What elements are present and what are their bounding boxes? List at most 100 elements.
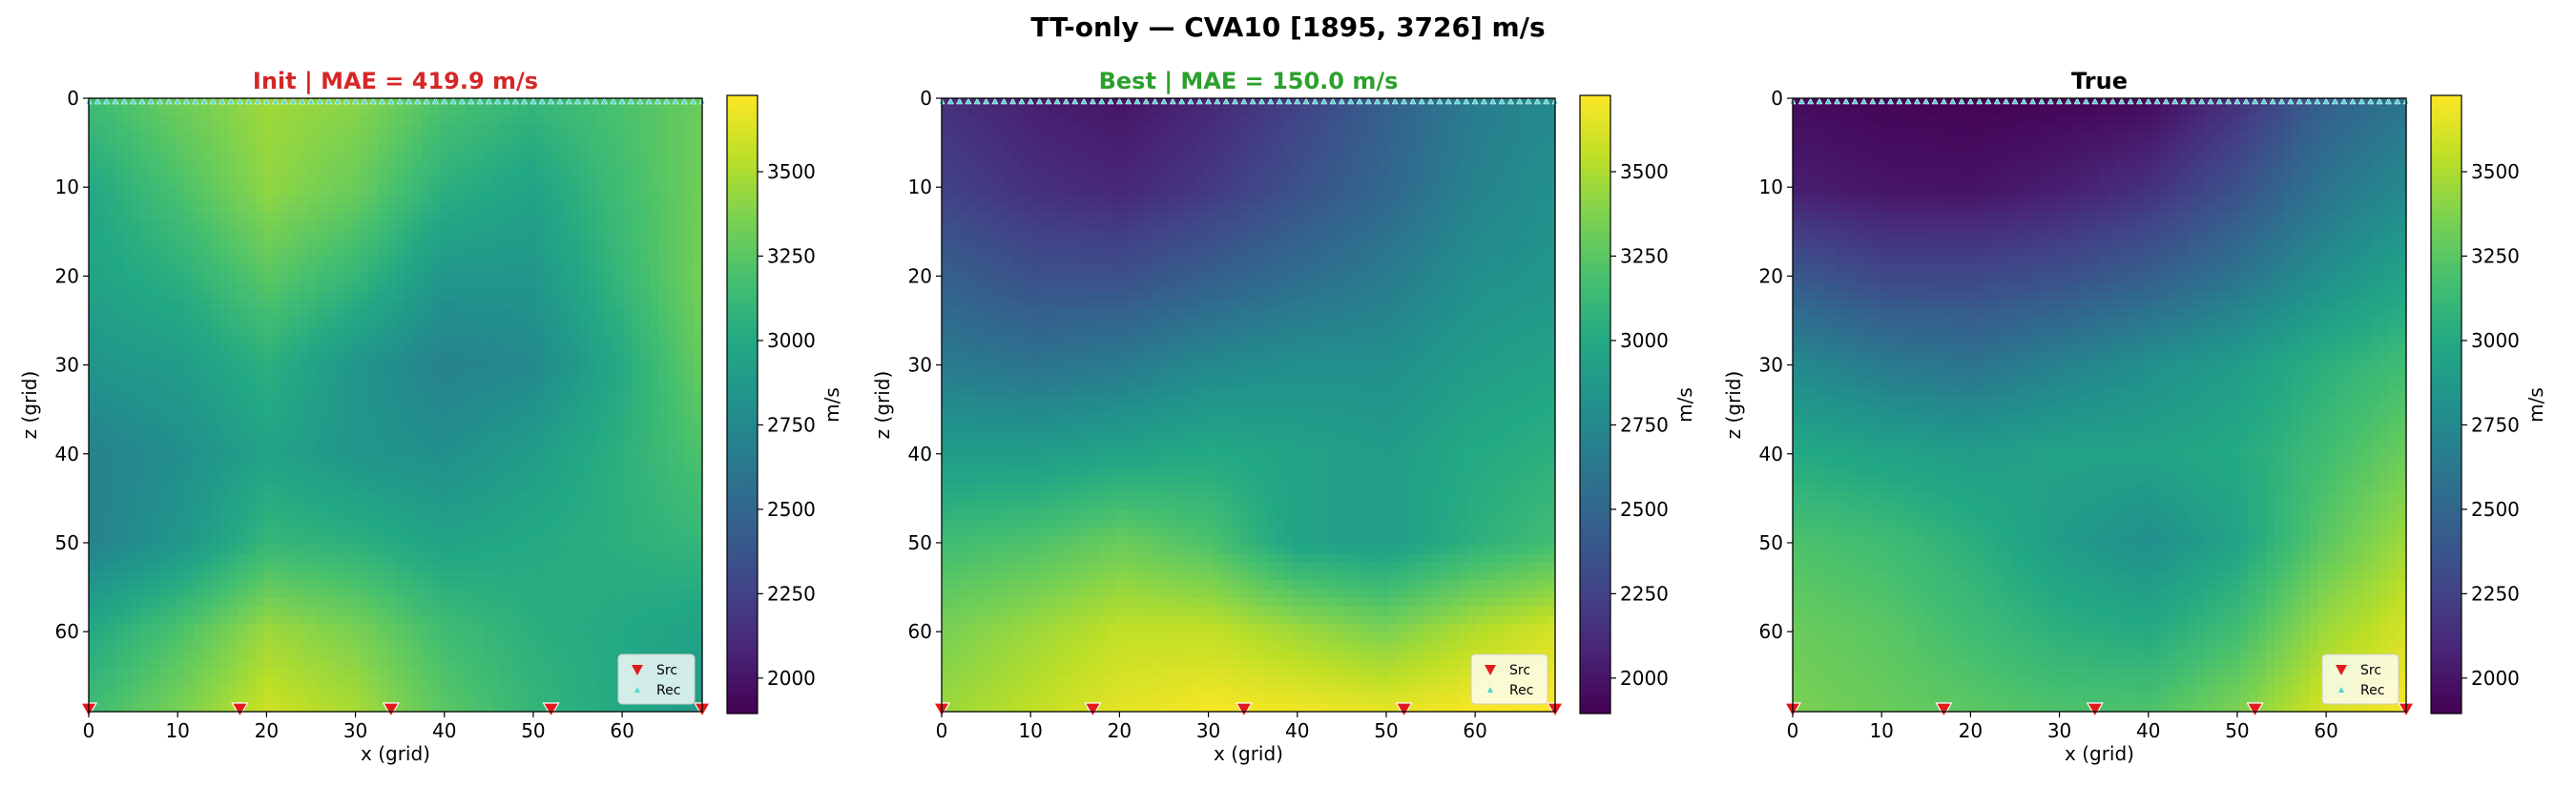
heatmap-cell [176,159,186,170]
heatmap-cell [211,212,221,222]
heatmap-cell [325,685,335,695]
heatmap-cell [316,509,326,520]
heatmap-cell [211,256,221,266]
heatmap-cell [439,133,449,143]
heatmap-cell [132,396,142,406]
heatmap-cell [474,273,484,283]
heatmap-cell [211,676,221,687]
heatmap-cell [640,300,651,310]
heatmap-cell [176,264,186,275]
heatmap-cell [439,492,449,503]
heatmap-cell [693,335,703,344]
heatmap-cell [667,413,677,424]
heatmap-cell [693,422,703,432]
heatmap-cell [447,484,458,493]
heatmap-cell [351,650,362,660]
heatmap-cell [290,528,301,537]
heatmap-cell [132,133,142,143]
heatmap-cell [299,396,309,406]
heatmap-cell [571,308,580,319]
heatmap-cell [378,387,387,397]
heatmap-cell [281,694,291,704]
heatmap-cell [430,352,441,362]
heatmap-cell [360,124,370,135]
heatmap-cell [176,378,186,388]
heatmap-cell [491,264,502,275]
heatmap-cell [500,606,510,616]
heatmap-cell [614,387,624,397]
heatmap-cell [202,185,213,196]
heatmap-cell [693,492,703,503]
heatmap-cell [491,378,502,388]
heatmap-cell [351,685,362,695]
receiver-marker [343,97,350,105]
heatmap-cell [693,195,703,204]
heatmap-cell [667,361,677,371]
y-tick-label: 0 [67,87,79,110]
heatmap-cell [571,492,580,503]
heatmap-cell [605,238,615,248]
heatmap-cell [299,378,309,388]
heatmap-cell [299,685,309,695]
heatmap-cell [141,685,151,695]
heatmap-cell [89,396,98,406]
heatmap-cell [658,474,668,485]
heatmap-cell [360,308,370,319]
heatmap-cell [544,141,554,152]
heatmap-cell [228,256,239,266]
heatmap-cell [509,614,519,625]
heatmap-cell [150,650,160,660]
heatmap-cell [281,151,291,160]
heatmap-cell [483,676,493,687]
heatmap-cell [272,361,282,371]
heatmap-cell [675,431,686,441]
heatmap-cell [290,448,301,459]
heatmap-cell [290,159,301,170]
heatmap-cell [132,413,142,424]
heatmap-cell [483,300,493,310]
heatmap-cell [176,597,186,608]
heatmap-cell [552,484,563,493]
heatmap-cell [571,676,580,687]
heatmap-cell [412,264,423,275]
heatmap-cell [395,484,405,493]
heatmap-cell [422,343,431,353]
heatmap-cell [97,676,107,687]
heatmap-cell [491,536,502,547]
heatmap-cell [518,589,528,599]
heatmap-cell [395,492,405,503]
heatmap-cell [325,676,335,687]
heatmap-cell [150,562,160,572]
heatmap-cell [693,668,703,677]
receiver-marker [467,97,475,105]
heatmap-cell [422,335,431,344]
heatmap-cell [325,176,335,187]
receiver-marker [548,97,555,105]
heatmap-cell [562,352,571,362]
heatmap-cell [404,580,414,590]
heatmap-cell [640,589,651,599]
heatmap-cell [518,229,528,239]
heatmap-cell [343,624,353,633]
heatmap-cell [150,597,160,608]
heatmap-cell [281,518,291,528]
heatmap-cell [675,509,686,520]
heatmap-cell [334,220,343,231]
heatmap-cell [535,343,546,353]
heatmap-cell [281,466,291,476]
heatmap-cell [640,335,651,344]
heatmap-cell [535,115,546,126]
heatmap-cell [299,606,309,616]
heatmap-cell [89,589,98,599]
heatmap-cell [596,264,607,275]
heatmap-cell [614,238,624,248]
heatmap-cell [552,562,563,572]
heatmap-cell [667,431,677,441]
heatmap-cell [123,658,134,669]
heatmap-cell [491,176,502,187]
heatmap-cell [272,133,282,143]
heatmap-cell [368,448,379,459]
heatmap-cell [334,614,343,625]
heatmap-cell [447,361,458,371]
heatmap-cell [693,536,703,547]
